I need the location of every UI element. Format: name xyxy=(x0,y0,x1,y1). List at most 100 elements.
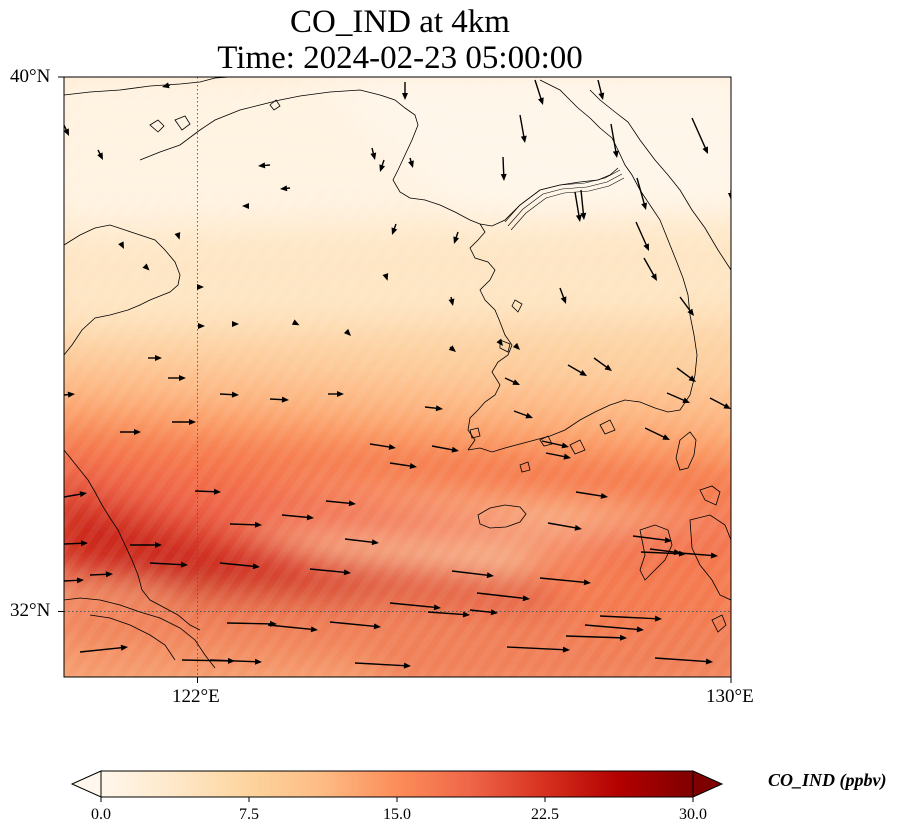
wind-arrow xyxy=(545,452,571,460)
wind-arrow xyxy=(168,375,186,381)
wind-arrow xyxy=(281,514,314,521)
wind-arrow xyxy=(309,568,351,576)
gridlines xyxy=(64,77,731,677)
wind-arrow xyxy=(506,646,570,653)
wind-arrow xyxy=(120,429,141,435)
wind-arrow xyxy=(593,357,612,371)
wind-arrow xyxy=(369,443,396,450)
wind-arrow xyxy=(496,338,503,346)
coastlines xyxy=(64,77,731,669)
map-title-line1: CO_IND at 4km xyxy=(290,4,510,40)
wind-arrow xyxy=(198,323,205,329)
wind-arrow xyxy=(431,445,459,453)
wind-arrow xyxy=(679,296,694,316)
plot-frame xyxy=(63,76,732,678)
wind-arrow xyxy=(567,364,587,376)
wind-arrow xyxy=(391,223,398,235)
wind-arrow xyxy=(329,621,381,630)
wind-arrow xyxy=(328,391,344,397)
wind-arrow xyxy=(666,392,690,403)
wind-arrow xyxy=(636,177,647,210)
wind-arrow xyxy=(219,562,260,570)
wind-arrow xyxy=(643,257,657,281)
wind-arrow xyxy=(64,491,87,498)
wind-arrow xyxy=(559,287,567,304)
wind-arrow xyxy=(64,391,75,398)
wind-arrow xyxy=(451,570,494,579)
wind-vectors xyxy=(64,79,731,669)
wind-arrow xyxy=(344,538,379,546)
wind-arrow xyxy=(130,542,162,548)
wind-arrow xyxy=(64,577,84,584)
colorbar-tick-1: 7.5 xyxy=(239,806,259,823)
wind-arrow xyxy=(476,592,530,602)
wind-arrow xyxy=(172,419,196,425)
wind-arrow xyxy=(379,159,386,172)
map-title-line2: Time: 2024-02-23 05:00:00 xyxy=(217,40,583,76)
wind-arrow xyxy=(654,657,713,665)
lat-label-32n: 32°N xyxy=(10,600,51,621)
wind-arrow xyxy=(599,615,662,622)
lon-label-130e: 130°E xyxy=(706,686,754,707)
wind-arrow xyxy=(291,319,300,326)
wind-arrow xyxy=(709,397,731,409)
wind-arrow xyxy=(453,231,460,244)
wind-arrow xyxy=(197,284,204,290)
wind-arrow xyxy=(209,658,262,665)
wind-arrow xyxy=(382,273,389,281)
wind-arrow xyxy=(280,185,291,192)
colorbar-tick-4: 30.0 xyxy=(679,806,707,823)
colorbar-tick-0: 0.0 xyxy=(91,806,111,823)
wind-arrow xyxy=(448,296,455,306)
wind-arrow xyxy=(162,82,171,89)
wind-arrow xyxy=(679,552,718,559)
colorbar-tick-2: 15.0 xyxy=(383,806,411,823)
wind-arrow xyxy=(389,602,441,611)
wind-arrow xyxy=(539,577,591,586)
wind-arrow xyxy=(513,410,533,419)
wind-arrow xyxy=(635,221,649,251)
wind-arrow xyxy=(728,190,731,200)
wind-arrow xyxy=(89,571,113,578)
wind-arrow xyxy=(565,634,627,641)
colorbar xyxy=(70,770,724,802)
wind-arrow xyxy=(504,377,520,385)
wind-arrow xyxy=(448,345,456,352)
wind-arrow xyxy=(219,391,239,398)
wind-arrow xyxy=(534,79,544,105)
wind-arrow xyxy=(575,491,608,499)
wind-arrow xyxy=(469,609,498,616)
wind-arrow xyxy=(269,396,289,403)
wind-arrow xyxy=(267,624,318,633)
wind-arrow xyxy=(644,427,670,440)
wind-arrow xyxy=(232,321,239,327)
wind-arrow xyxy=(512,342,520,350)
wind-arrow xyxy=(229,521,262,528)
wind-arrow xyxy=(142,263,150,271)
wind-arrow xyxy=(354,662,411,669)
wind-arrow xyxy=(402,82,408,100)
wind-arrow xyxy=(325,500,356,507)
wind-arrow xyxy=(597,79,605,100)
colorbar-tick-3: 22.5 xyxy=(531,806,559,823)
wind-arrow xyxy=(389,462,417,469)
wind-arrow xyxy=(79,644,128,653)
wind-arrow xyxy=(408,157,414,168)
wind-arrow xyxy=(149,561,188,568)
wind-arrow xyxy=(64,540,88,547)
border xyxy=(504,169,625,231)
wind-arrow xyxy=(580,189,587,220)
wind-arrow xyxy=(610,123,619,158)
wind-arrow xyxy=(424,405,443,412)
colorbar-label: CO_IND (ppbv) xyxy=(768,770,887,790)
wind-arrow xyxy=(632,535,672,544)
wind-arrow xyxy=(343,328,351,336)
wind-arrow xyxy=(584,624,644,633)
wind-arrow xyxy=(97,149,103,160)
wind-arrow xyxy=(500,156,507,181)
wind-arrow xyxy=(194,488,221,495)
wind-arrow xyxy=(370,147,377,160)
wind-arrow xyxy=(148,355,162,361)
wind-arrow xyxy=(174,232,181,240)
